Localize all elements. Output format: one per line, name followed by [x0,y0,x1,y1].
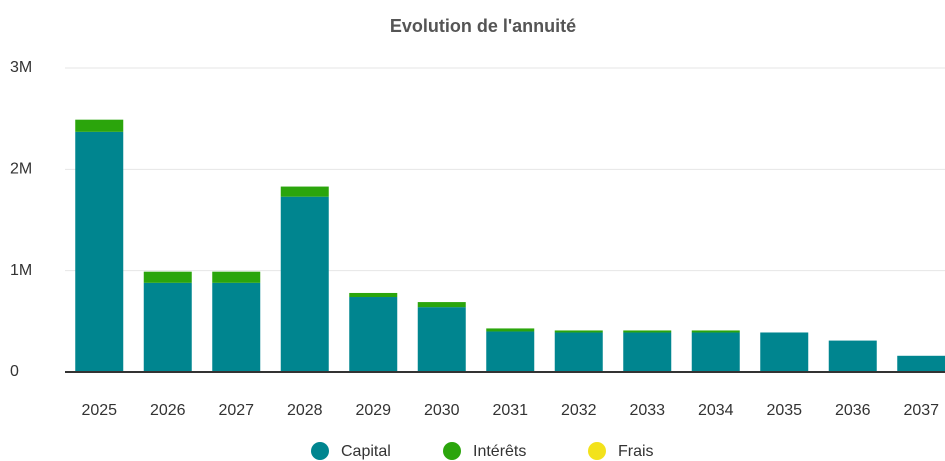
bar-segment [349,297,398,372]
bar-segment [554,330,603,333]
legend-swatch [311,442,329,460]
bar-segment [486,331,535,372]
bar-segment [417,307,466,372]
x-tick-label: 2034 [698,402,734,419]
bar-segment [75,119,124,132]
legend-swatch [588,442,606,460]
bar-segment [828,340,877,372]
bar-segment [554,332,603,372]
x-tick-label: 2025 [81,402,117,419]
bar-segment [75,131,124,372]
x-tick-label: 2029 [355,402,391,419]
x-tick-label: 2027 [218,402,254,419]
bar-segment [143,271,192,283]
bar-segment [623,332,672,372]
legend-label: Intérêts [473,443,526,460]
y-tick-label: 0 [10,363,19,380]
bar-segment [212,271,261,283]
bar-segment [623,330,672,333]
y-tick-label: 1M [10,262,32,279]
bar-segment [897,355,945,372]
x-tick-label: 2028 [287,402,323,419]
y-tick-label: 2M [10,161,32,178]
x-tick-label: 2026 [150,402,186,419]
bar-segment [760,332,809,372]
legend-swatch [443,442,461,460]
bar-segment [280,186,329,197]
bar-segment [143,282,192,372]
legend-label: Frais [618,443,654,460]
bar-segment [691,330,740,333]
chart-title: Evolution de l'annuité [390,16,576,36]
bar-segment [486,328,535,332]
bar-segment [417,302,466,308]
x-tick-label: 2030 [424,402,460,419]
y-tick-label: 3M [10,59,32,76]
x-tick-label: 2032 [561,402,597,419]
x-tick-label: 2031 [492,402,528,419]
bar-segment [280,196,329,372]
bar-segment [691,332,740,372]
x-tick-label: 2036 [835,402,871,419]
bar-segment [212,282,261,372]
x-tick-label: 2037 [903,402,939,419]
legend-label: Capital [341,443,391,460]
x-tick-label: 2033 [629,402,665,419]
x-tick-label: 2035 [766,402,802,419]
bar-segment [349,292,398,298]
